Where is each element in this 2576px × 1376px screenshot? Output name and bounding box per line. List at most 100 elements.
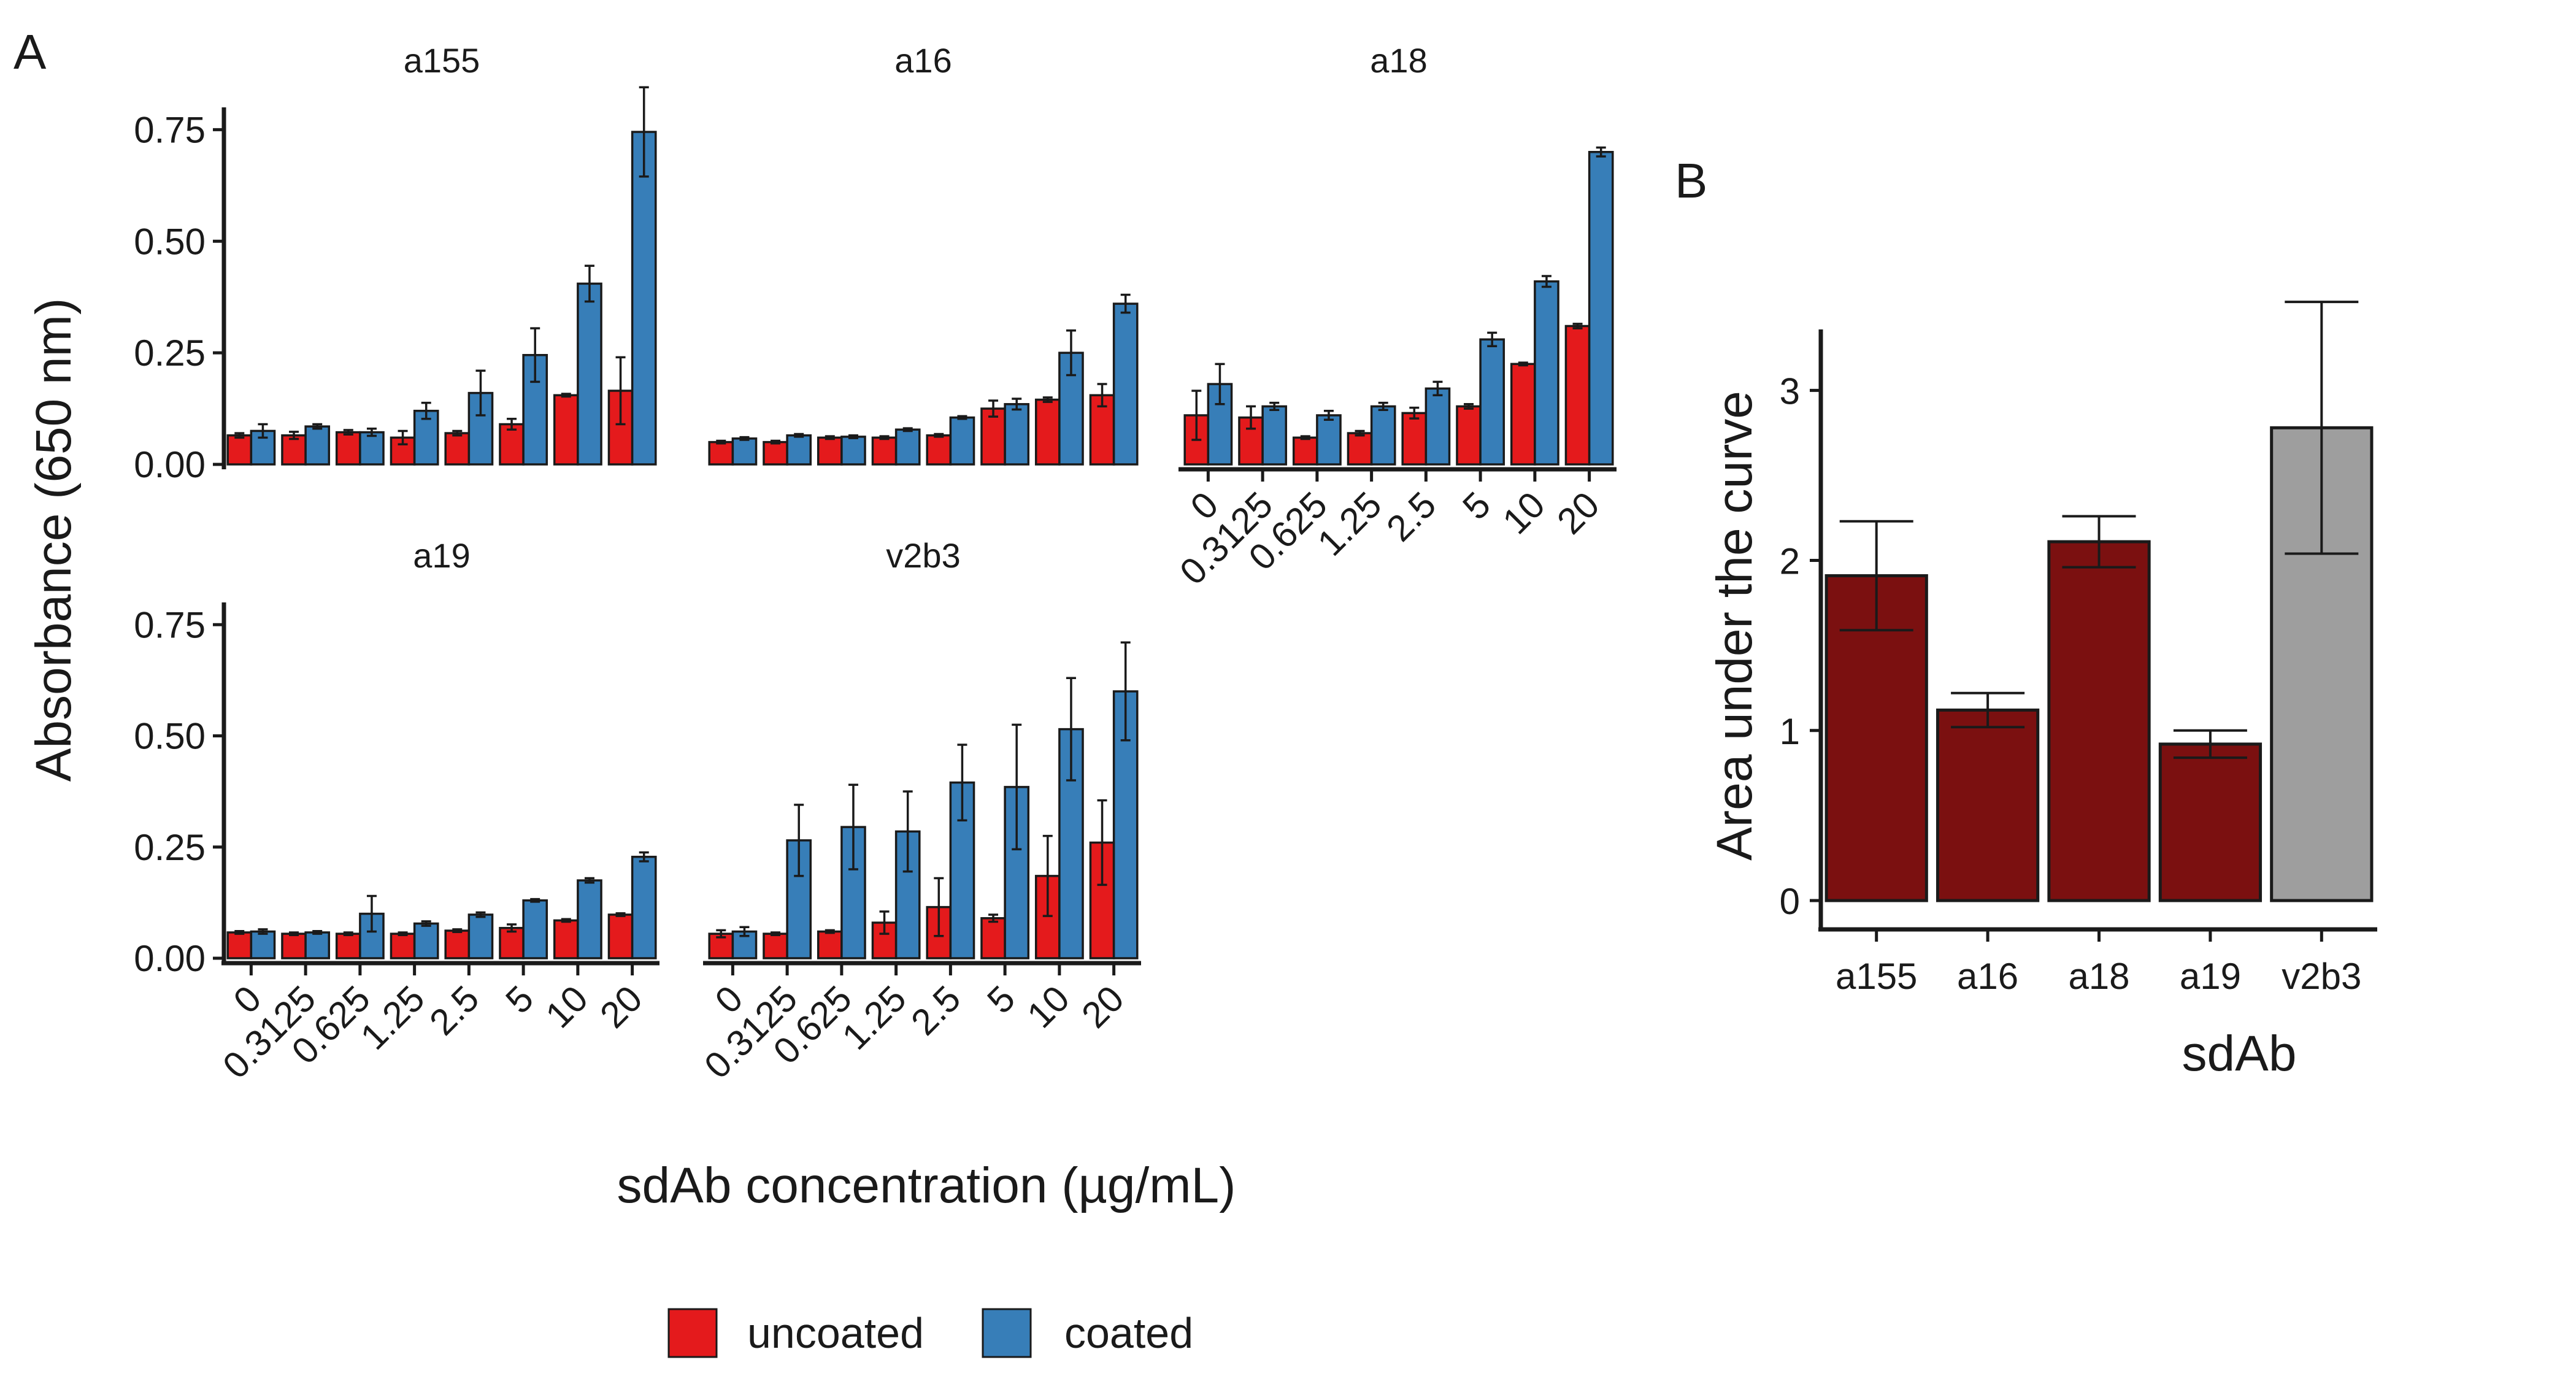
error-bar-coated xyxy=(1541,275,1551,288)
panel-b-letter: B xyxy=(1675,153,1707,208)
bar-coated xyxy=(840,436,866,466)
facet-strip-label: a18 xyxy=(1370,41,1427,80)
error-bar-uncoated xyxy=(1097,799,1107,886)
error-bar-a19 xyxy=(2173,729,2247,759)
bar-uncoated xyxy=(980,917,1006,959)
bar-coated xyxy=(1004,403,1030,466)
legend: uncoated coated xyxy=(667,1308,1193,1358)
bar-coated xyxy=(1370,405,1396,466)
error-bar-coated xyxy=(1066,677,1076,782)
error-bar-uncoated xyxy=(289,931,299,937)
error-bar-uncoated xyxy=(1042,396,1053,403)
bar-coated xyxy=(1316,414,1342,466)
y-tick-label: 1 xyxy=(1780,711,1800,752)
bar-uncoated xyxy=(499,926,525,959)
error-bar-uncoated xyxy=(879,435,890,440)
bar-coated xyxy=(1534,280,1559,466)
x-tick-label: 2.5 xyxy=(903,978,968,1043)
facet-a16: a16 xyxy=(708,41,1139,466)
bar-coated xyxy=(786,434,812,466)
error-bar-coated xyxy=(794,432,804,438)
facet-a155: a155 0.00 0.25 0.50 0.75 xyxy=(134,41,657,485)
y-tick-label: 0.50 xyxy=(134,716,206,757)
error-bar-coated xyxy=(475,911,486,918)
legend-swatch-coated xyxy=(982,1308,1032,1358)
error-bar-uncoated xyxy=(398,931,408,937)
bar-uncoated xyxy=(763,932,788,959)
y-tick-label: 0.00 xyxy=(134,444,206,485)
error-bar-coated xyxy=(957,744,967,821)
y-tick-label: 0.75 xyxy=(134,604,206,645)
error-bar-coated xyxy=(1215,363,1225,405)
x-tick-label: 5 xyxy=(979,978,1023,1021)
error-bar-coated xyxy=(1487,331,1498,347)
bar-coated xyxy=(949,416,975,466)
bar-uncoated xyxy=(553,919,579,959)
bar-uncoated xyxy=(335,932,361,959)
bar-uncoated xyxy=(817,436,843,466)
bar-uncoated xyxy=(1347,432,1373,466)
error-bar-uncoated xyxy=(825,435,835,440)
error-bar-uncoated xyxy=(507,923,517,933)
x-tick-label: 2.5 xyxy=(1378,484,1444,549)
error-bar-uncoated xyxy=(1355,429,1365,437)
error-bar-uncoated xyxy=(771,439,781,445)
bar-coated xyxy=(577,282,602,466)
error-bar-coated xyxy=(584,877,594,884)
error-bar-uncoated xyxy=(1464,403,1474,410)
error-bar-uncoated xyxy=(934,877,944,937)
error-bar-uncoated xyxy=(1300,435,1310,440)
error-bar-a18 xyxy=(2062,515,2136,569)
error-bar-uncoated xyxy=(343,429,353,436)
panel-b-auc-chart: 0 1 2 3 a155 a16 a18 a19 v2b3 xyxy=(1780,301,2377,997)
error-bar-coated xyxy=(794,804,804,877)
x-tick-label: a16 xyxy=(1957,956,2018,997)
y-tick-label: 2 xyxy=(1780,541,1800,582)
error-bar-coated xyxy=(957,415,967,420)
facet-strip-label: v2b3 xyxy=(886,536,960,575)
facet-strip-label: a19 xyxy=(413,536,470,575)
error-bar-a16 xyxy=(1951,691,2025,729)
error-bar-coated xyxy=(902,790,913,873)
error-bar-uncoated xyxy=(1572,323,1583,329)
panel-a-letter: A xyxy=(13,25,47,79)
x-tick-label: a19 xyxy=(2180,956,2241,997)
x-tick-label: 5 xyxy=(1455,484,1498,528)
x-tick-label: 10 xyxy=(1494,484,1553,542)
bar-coated xyxy=(894,428,921,466)
panel-a-x-axis-title: sdAb concentration (µg/mL) xyxy=(617,1158,1236,1213)
error-bar-uncoated xyxy=(1246,405,1256,430)
bar-coated xyxy=(304,425,331,466)
legend-swatch-uncoated xyxy=(667,1308,718,1358)
error-bar-uncoated xyxy=(561,918,571,923)
x-tick-label: a155 xyxy=(1836,956,1917,997)
bar-coated xyxy=(1261,405,1288,466)
bar-uncoated xyxy=(763,440,788,466)
bar-coated xyxy=(1112,302,1139,466)
error-bar-uncoated xyxy=(1097,383,1107,408)
bar-a19 xyxy=(2158,742,2263,902)
bar-coated xyxy=(467,913,494,959)
error-bar-coated xyxy=(421,401,431,420)
error-bar-uncoated xyxy=(988,913,999,923)
error-bar-uncoated xyxy=(825,929,835,934)
error-bar-uncoated xyxy=(934,432,944,438)
bar-coated xyxy=(250,930,276,959)
panel-a-y-axis-title: Absorbance (650 nm) xyxy=(26,298,82,782)
error-bar-coated xyxy=(639,851,649,863)
bar-uncoated xyxy=(926,434,952,466)
error-bar-coated xyxy=(312,930,323,935)
error-bar-uncoated xyxy=(1042,834,1053,917)
error-bar-coated xyxy=(1432,380,1443,396)
bar-coated xyxy=(304,931,331,959)
error-bar-coated xyxy=(366,894,377,933)
error-bar-uncoated xyxy=(398,429,408,446)
legend-label-coated: coated xyxy=(1064,1309,1193,1357)
error-bar-uncoated xyxy=(452,928,463,933)
error-bar-uncoated xyxy=(234,432,245,439)
x-tick-label: 2.5 xyxy=(421,978,486,1043)
error-bar-coated xyxy=(848,434,858,439)
error-bar-coated xyxy=(739,436,750,441)
